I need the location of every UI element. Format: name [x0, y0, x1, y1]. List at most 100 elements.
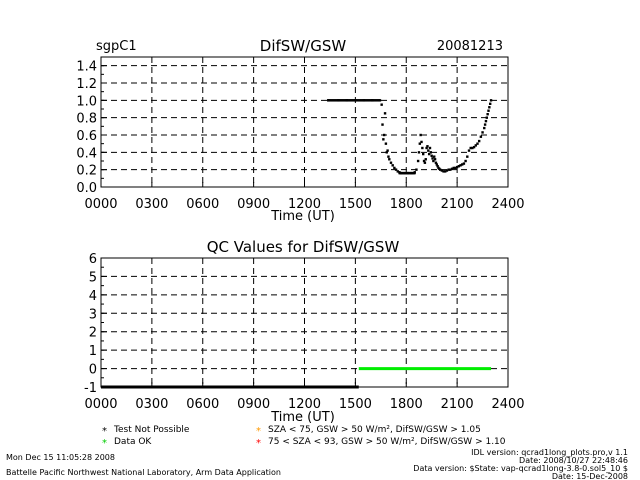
data-point [340, 99, 343, 102]
data-point [442, 170, 445, 173]
data-point [464, 159, 467, 163]
legend-text: Test Not Possible [113, 425, 190, 435]
y-tick-label: 1.2 [76, 77, 97, 92]
data-point [432, 159, 435, 163]
x-tick-label: 0600 [186, 397, 219, 412]
data-point [488, 106, 491, 109]
data-point [413, 171, 416, 175]
x-tick-label: 0900 [237, 397, 270, 412]
legend-symbol: * [102, 426, 107, 437]
bottom-y-ticks: -1 0 1 2 3 4 5 6 [84, 252, 107, 396]
data-point [341, 99, 344, 102]
data-point [394, 168, 398, 171]
data-point [363, 99, 366, 102]
data-point [434, 161, 438, 164]
data-point [424, 158, 427, 161]
data-point [383, 133, 386, 137]
data-point [472, 145, 476, 149]
y-tick-label: 0.2 [76, 164, 97, 179]
legend: * Test Not Possible * Data OK * SZA < 75… [102, 425, 506, 449]
x-tick-label: 2400 [491, 397, 524, 412]
x-tick-label: 1200 [288, 197, 321, 212]
data-point [343, 99, 346, 102]
qc-title: QC Values for DifSW/GSW [207, 238, 400, 256]
data-point [333, 99, 336, 102]
data-point [389, 161, 393, 164]
data-point [438, 168, 442, 171]
data-point [426, 145, 429, 148]
data-point [344, 99, 347, 102]
data-point [339, 99, 342, 102]
bottom-data-lines [101, 367, 492, 389]
legend-text: 75 < SZA < 93, GSW > 50 W/m², DifSW/GSW … [268, 437, 506, 447]
bottom-grid [101, 258, 508, 387]
legend-item-sza-93: * 75 < SZA < 93, GSW > 50 W/m², DifSW/GS… [256, 437, 506, 449]
data-point [483, 126, 486, 130]
data-point [329, 99, 332, 102]
qc-panel: -1 0 1 2 3 4 5 6 0000 0300 0600 0900 1200 1500 1800 21… [84, 252, 525, 425]
data-point [489, 99, 493, 102]
data-point [454, 166, 457, 170]
data-point [487, 109, 490, 112]
data-point [466, 155, 469, 158]
data-point [370, 99, 373, 102]
y-tick-label: 4 [89, 289, 97, 304]
data-point [396, 170, 399, 173]
y-tick-label: 2 [89, 326, 97, 341]
data-point [388, 158, 391, 161]
data-point [365, 99, 368, 102]
data-point [462, 162, 466, 165]
data-point [461, 163, 464, 166]
top-data-points [327, 99, 493, 175]
legend-symbol: * [256, 438, 261, 449]
data-point [425, 146, 428, 150]
data-point [429, 151, 433, 154]
legend-symbol: * [102, 438, 107, 449]
data-point [430, 154, 433, 157]
y-tick-label: 0 [89, 363, 97, 378]
data-point [382, 138, 385, 141]
data-point [415, 168, 418, 171]
x-tick-label: 0900 [237, 197, 270, 212]
data-point [332, 99, 335, 102]
footer-timestamp: Mon Dec 15 11:05:28 2008 [6, 453, 115, 462]
data-point [345, 99, 348, 102]
data-point [331, 99, 334, 102]
data-point [369, 99, 372, 102]
data-point [327, 99, 330, 102]
y-tick-label: 0.0 [76, 181, 97, 196]
data-point [393, 166, 396, 170]
footer-idl-version: IDL version: qcrad1long_plots.pro,v 1.1 [471, 448, 628, 457]
data-point [346, 99, 349, 102]
data-point [364, 99, 367, 102]
data-point [486, 113, 489, 116]
x-tick-label: 0000 [84, 197, 117, 212]
legend-text: SZA < 75, GSW > 50 W/m², DifSW/GSW > 1.0… [268, 425, 481, 435]
data-point [330, 99, 333, 102]
x-tick-label: 0300 [135, 197, 168, 212]
data-point [376, 99, 379, 102]
x-tick-label: 0600 [186, 197, 219, 212]
data-point [420, 140, 423, 144]
data-point [387, 155, 390, 158]
data-point [375, 99, 378, 102]
legend-item-data-ok: * Data OK [102, 437, 152, 449]
data-point [476, 142, 479, 145]
data-point [459, 164, 462, 167]
data-point [386, 149, 389, 152]
data-point [347, 99, 350, 102]
data-point [433, 158, 437, 161]
data-point [421, 146, 424, 150]
data-point [372, 99, 375, 102]
data-point [350, 99, 353, 102]
data-point [455, 165, 459, 169]
data-point [427, 149, 430, 152]
data-point [353, 99, 356, 102]
legend-symbol: * [256, 426, 261, 437]
data-point [474, 144, 477, 147]
data-point [485, 116, 489, 119]
data-point [457, 165, 461, 168]
data-point [488, 102, 492, 105]
data-point [351, 99, 354, 102]
